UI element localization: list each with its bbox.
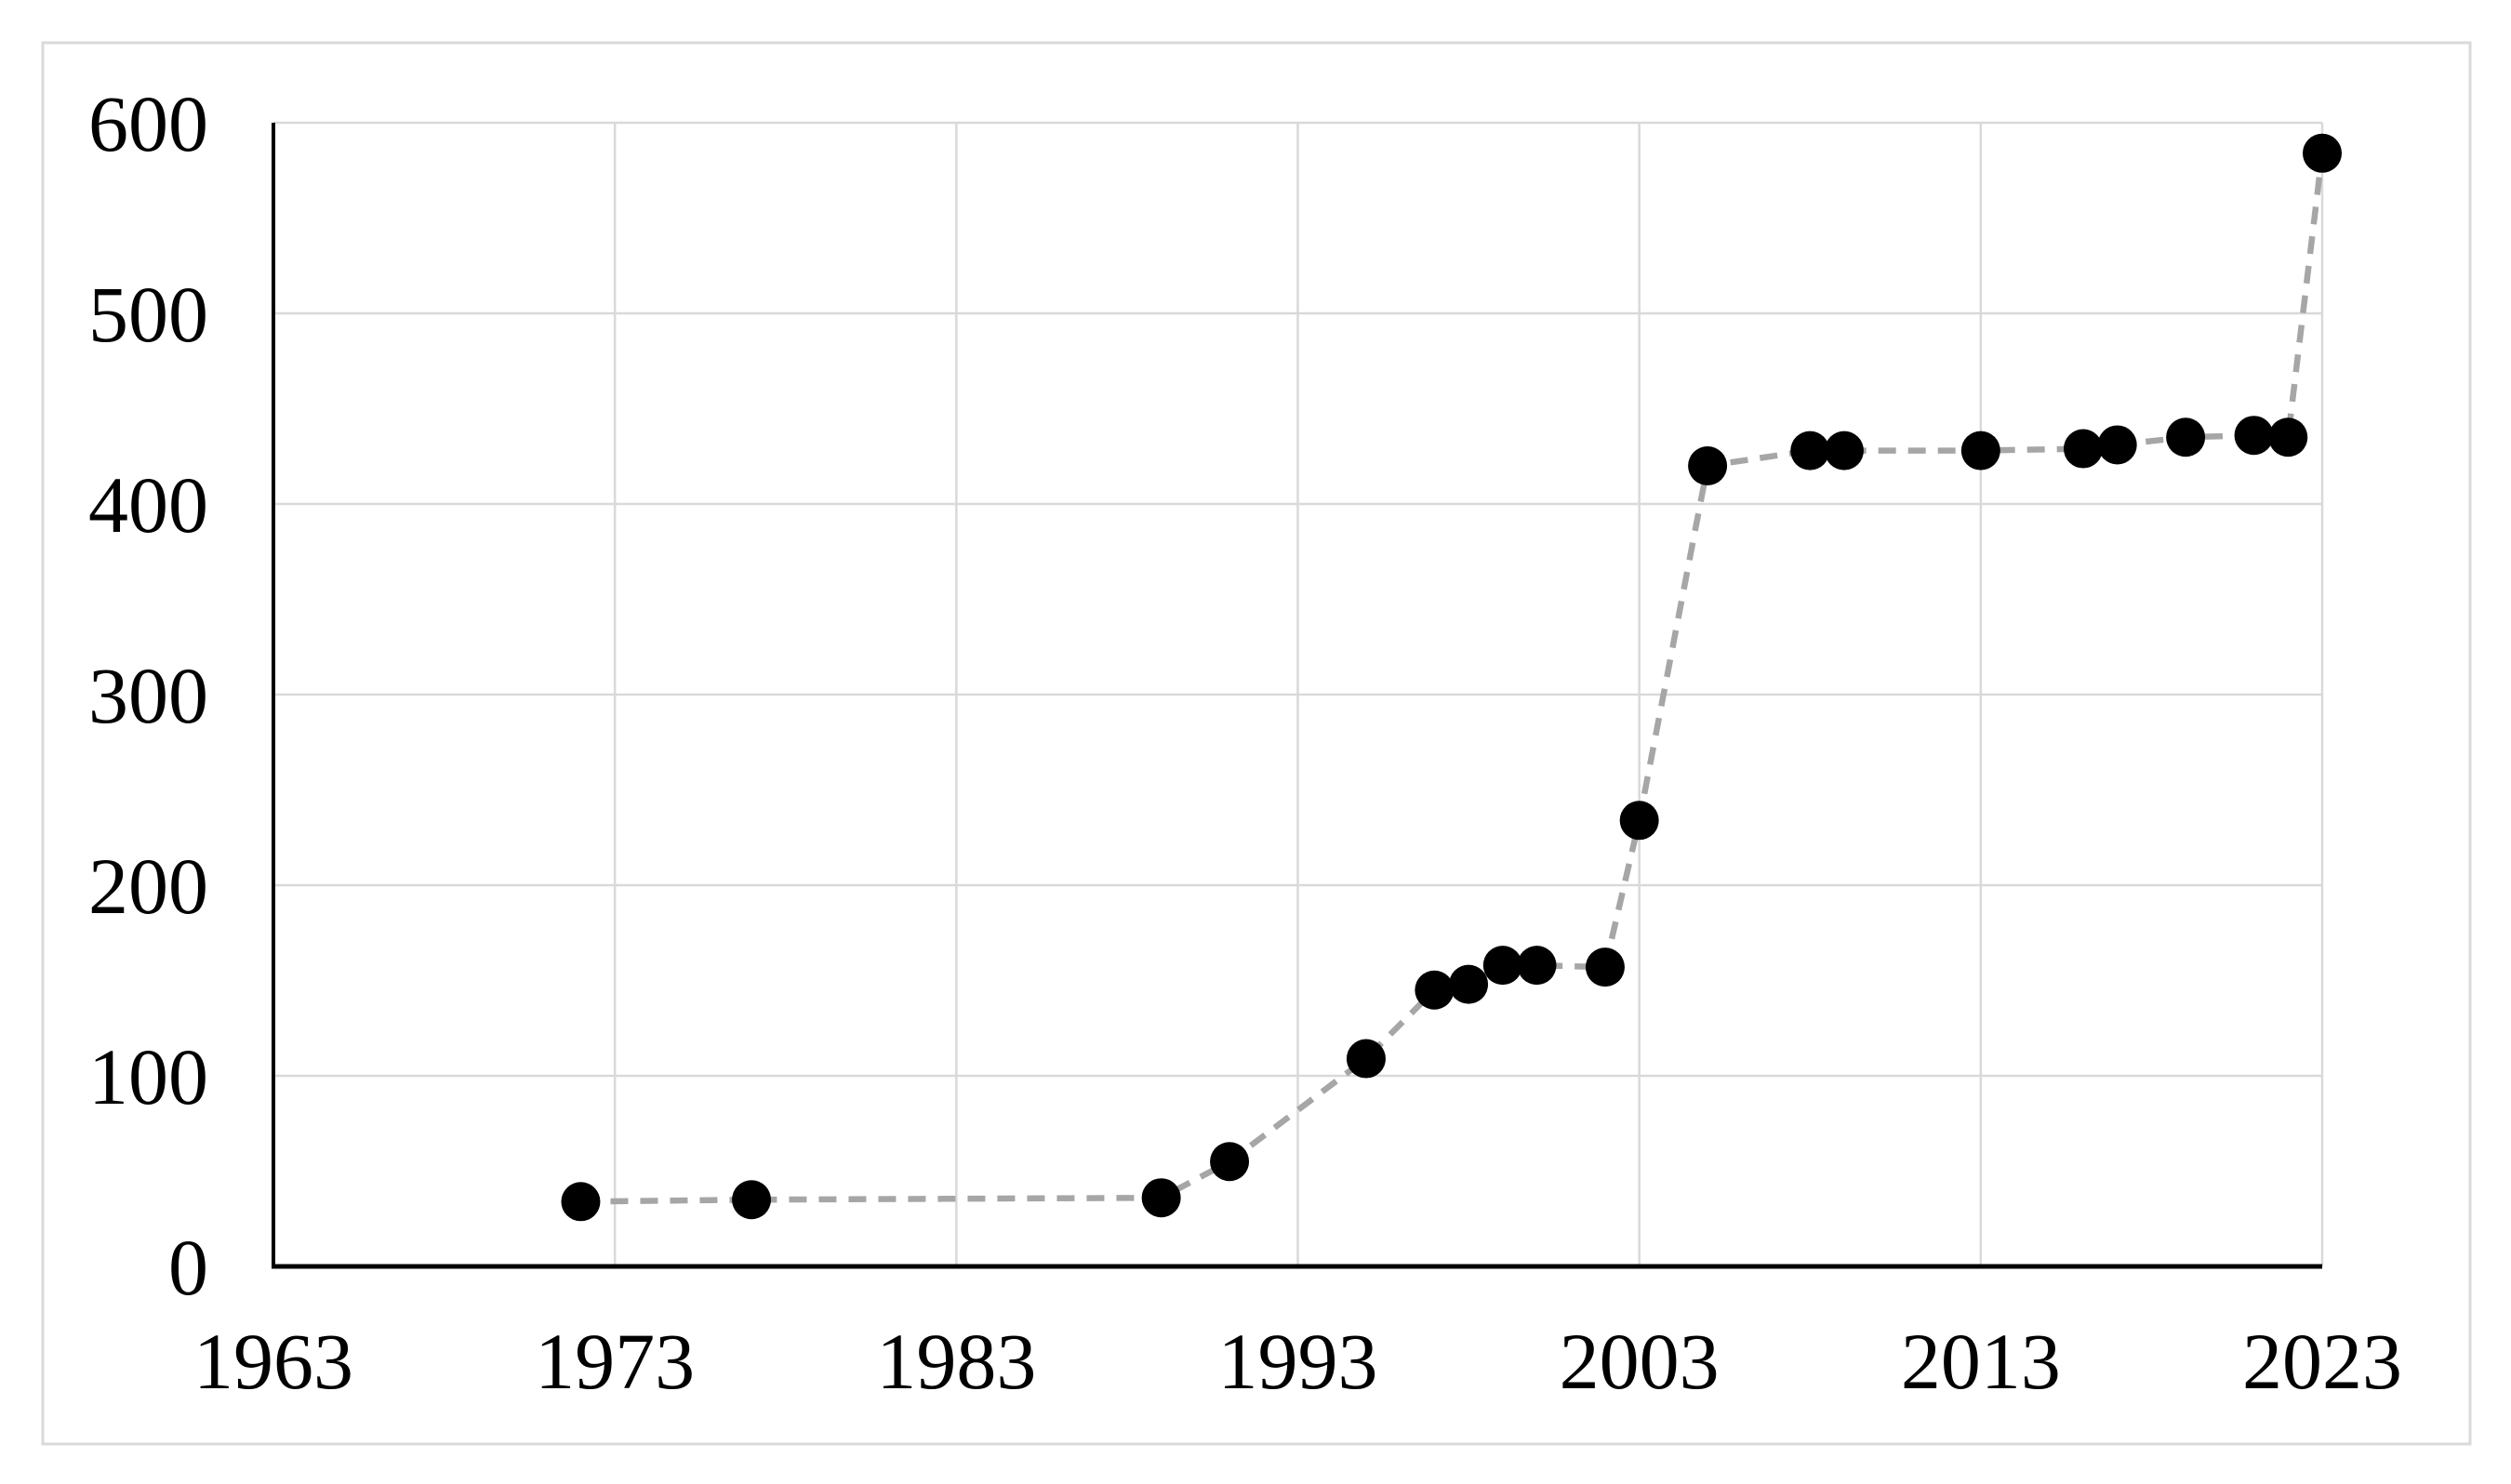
x-axis-tick-labels: 1963 1973 1983 1993 2003 2013 2023 [193,1317,2402,1406]
x-tick-label: 1973 [535,1317,695,1406]
y-tick-label: 600 [88,79,208,168]
y-axis-tick-labels: 0 100 200 300 400 500 600 [88,79,208,1312]
x-tick-label: 2003 [1560,1317,1720,1406]
figure-border [41,41,2472,1446]
data-point [2234,416,2274,456]
data-point [732,1180,772,1220]
data-point [1790,431,1830,470]
x-tick-label: 1983 [876,1317,1036,1406]
y-tick-label: 400 [88,460,208,550]
data-point [1688,446,1728,485]
data-point [2097,425,2137,465]
data-point [1449,964,1489,1004]
data-point [1210,1142,1250,1182]
data-point [2063,429,2103,469]
data-point [1960,431,2000,470]
series-dashed-line-group [580,152,2326,1205]
y-tick-label: 300 [88,651,208,740]
series-dashed-line [580,152,2326,1205]
x-tick-label: 1963 [193,1317,353,1406]
data-point [1346,1039,1386,1079]
data-point [1415,970,1455,1010]
y-tick-label: 0 [168,1223,208,1312]
x-tick-label: 2013 [1901,1317,2061,1406]
data-point [1517,946,1557,986]
y-tick-label: 100 [88,1032,208,1121]
data-point [561,1182,601,1222]
data-point [1619,801,1659,841]
vertical-gridlines [613,123,2324,1266]
series-points-group [561,133,2342,1222]
axes [272,123,2322,1269]
data-point [2303,133,2342,173]
data-point [1482,946,1522,986]
data-point [1141,1178,1181,1218]
y-tick-label: 200 [88,841,208,931]
data-point [1824,431,1864,470]
data-point [2268,417,2308,457]
y-tick-label: 500 [88,270,208,359]
x-tick-label: 2023 [2242,1317,2402,1406]
x-tick-label: 1993 [1218,1317,1378,1406]
data-point [1585,947,1625,987]
data-point [2166,417,2206,457]
